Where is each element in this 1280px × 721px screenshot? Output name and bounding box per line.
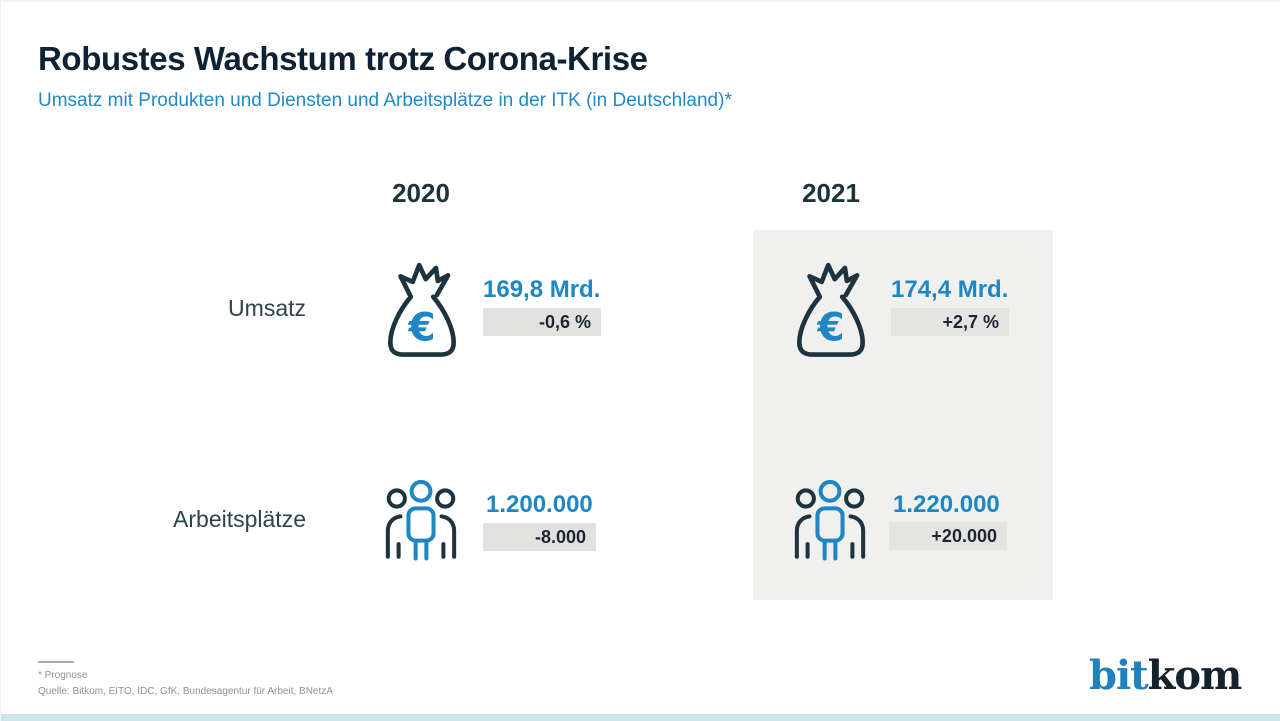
money-bag-euro-icon-svg: € bbox=[796, 262, 866, 357]
delta-badge-umsatz-2021: +2,7 % bbox=[891, 308, 1009, 336]
column-header-2020: 2020 bbox=[392, 178, 450, 208]
column-header-2021: 2021 bbox=[802, 178, 860, 208]
footnote-divider bbox=[38, 661, 74, 663]
delta-badge-arbeitsplaetze-2021: +20.000 bbox=[889, 522, 1007, 550]
euro-symbol: € bbox=[407, 306, 435, 351]
delta-badge-umsatz-2020: -0,6 % bbox=[483, 308, 601, 336]
money-bag-euro-icon: € bbox=[381, 256, 463, 360]
money-bag-euro-icon: € bbox=[790, 256, 872, 360]
people-group-icon-svg bbox=[794, 479, 866, 561]
bitkom-logo: bitkom bbox=[1089, 652, 1243, 699]
value-arbeitsplaetze-2021: 1.220.000 bbox=[893, 491, 1000, 518]
source-text: Quelle: Bitkom, EITO, IDC, GfK, Bundesag… bbox=[38, 686, 333, 697]
page-subtitle: Umsatz mit Produkten und Diensten und Ar… bbox=[38, 90, 732, 111]
people-group-icon-svg bbox=[385, 479, 457, 561]
value-umsatz-2020: 169,8 Mrd. bbox=[483, 276, 601, 303]
money-bag-euro-icon-svg: € bbox=[387, 262, 457, 357]
row-label-umsatz: Umsatz bbox=[228, 295, 306, 321]
value-umsatz-2021: 174,4 Mrd. bbox=[891, 276, 1009, 303]
people-group-icon bbox=[378, 476, 464, 564]
row-label-arbeitsplaetze: Arbeitsplätze bbox=[173, 506, 306, 532]
euro-symbol: € bbox=[816, 306, 844, 351]
bitkom-logo-bit: bit bbox=[1089, 652, 1149, 699]
bitkom-logo-kom: kom bbox=[1147, 652, 1243, 699]
people-group-icon bbox=[787, 476, 873, 564]
bottom-accent-bar bbox=[1, 714, 1280, 721]
delta-badge-arbeitsplaetze-2020: -8.000 bbox=[483, 523, 596, 551]
footnote-text: * Prognose bbox=[38, 670, 88, 681]
page-title: Robustes Wachstum trotz Corona-Krise bbox=[38, 40, 648, 77]
value-arbeitsplaetze-2020: 1.200.000 bbox=[486, 491, 593, 518]
